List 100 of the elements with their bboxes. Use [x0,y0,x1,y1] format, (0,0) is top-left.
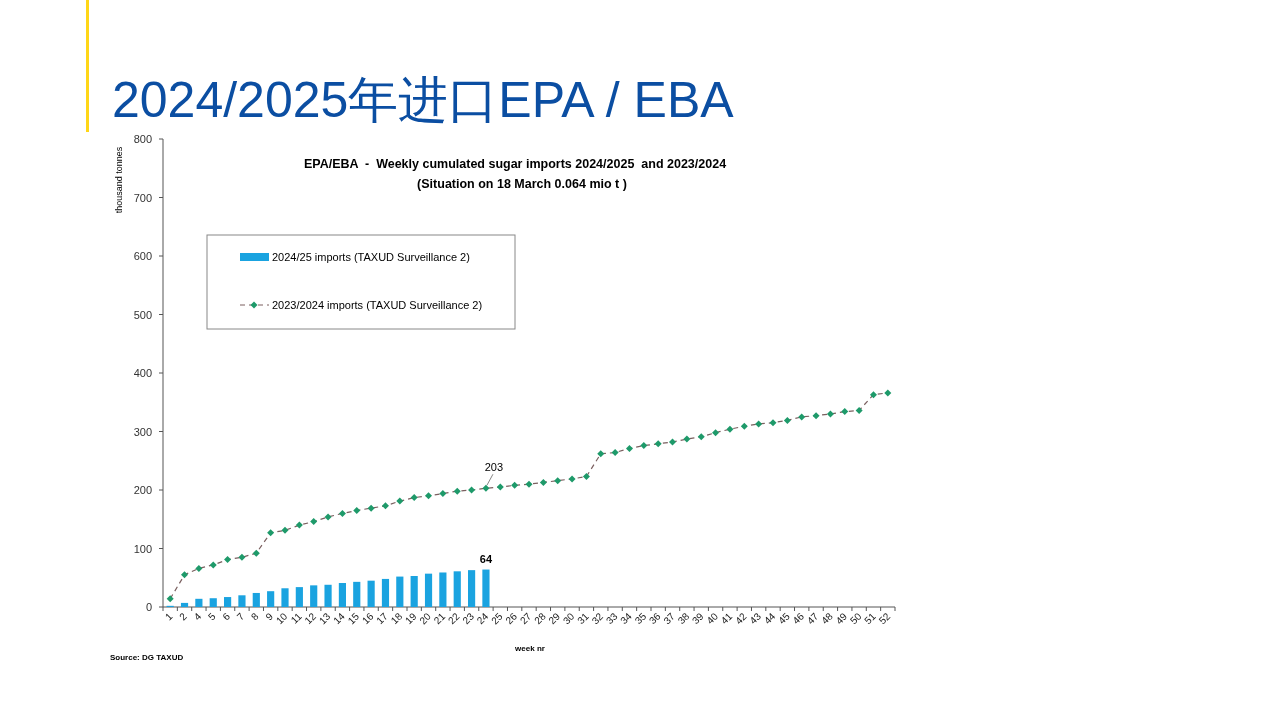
x-tick-label: 16 [359,610,376,627]
chart-title: 2024/2025年进口EPA / EBA [112,72,735,128]
point [267,529,275,537]
point [425,492,433,500]
x-tick-label: 5 [205,610,218,623]
x-tick-label: 47 [804,610,821,627]
y-tick-label: 800 [133,133,152,145]
text: EPA/EBA - Weekly cumulated sugar imports 2024/2025 and 2023/2024 [303,157,727,171]
y-tick-label: 200 [133,484,152,496]
point [582,473,590,481]
point [755,420,763,428]
bar [439,572,447,607]
point [769,419,777,427]
point [209,561,217,569]
point [884,389,892,397]
point [826,410,834,418]
x-tick-label: 14 [331,610,348,627]
y-tick-label: 0 [145,601,152,613]
point [712,429,720,437]
point [640,442,648,450]
x-tick-label: 29 [546,610,563,627]
point [611,449,619,457]
bar [396,576,404,607]
x-tick-label: 17 [374,610,391,627]
point [281,526,289,534]
y-tick-label: 600 [133,250,152,262]
x-tick-label: 41 [718,610,735,627]
point [195,564,203,572]
point [740,422,748,430]
x-tick-label: 43 [747,610,764,627]
x-tick-label: 26 [503,610,520,627]
bar [324,584,332,607]
x-tick-label: 50 [847,610,864,627]
x-tick-label: 19 [402,610,419,627]
point [869,391,877,399]
x-tick-label: 2 [177,610,190,623]
point [468,486,476,494]
point [324,513,332,521]
bar [353,581,361,607]
point [554,477,562,485]
x-tick-label: 45 [776,610,793,627]
x-tick-label: 38 [675,610,692,627]
point [381,502,389,510]
bar [252,592,260,607]
point [238,553,246,561]
point [597,450,605,458]
x-tick-label: 8 [249,610,262,623]
x-tick-label: 18 [388,610,405,627]
point [812,412,820,420]
point [181,571,189,579]
bar [180,602,189,607]
y-axis-title: thousand tonnes [114,146,124,214]
x-tick-label: 10 [273,610,290,627]
bar [410,576,418,607]
point [410,494,418,502]
point [525,480,533,488]
legend-label: 2023/2024 imports (TAXUD Surveillance 2) [272,299,483,311]
point [654,440,662,448]
x-tick-label: 9 [263,610,276,623]
x-tick-label: 33 [603,610,620,627]
point [855,406,863,414]
x-tick-label: 30 [560,610,577,627]
x-tick-label: 51 [862,610,879,627]
point [353,506,361,514]
point [697,433,705,441]
x-tick-label: 46 [790,610,807,627]
x-tick-label: 37 [661,610,678,627]
bar [224,597,232,607]
point [539,478,547,486]
bar [195,598,203,607]
point [683,435,691,443]
point [798,413,806,421]
x-tick-label: 39 [690,610,706,627]
point [295,521,303,529]
point [496,483,504,491]
x-tick-label: 7 [234,610,247,623]
bar [424,573,433,607]
x-tick-label: 25 [489,610,506,627]
y-tick-label: 300 [133,425,152,438]
x-tick-label: 23 [460,610,477,627]
bar [267,591,275,607]
point [310,518,318,526]
bar [238,595,246,607]
bar [310,585,318,607]
x-axis-title: week nr [514,644,545,653]
x-tick-label: 49 [833,610,850,627]
x-tick-label: 40 [704,610,721,627]
point [841,408,849,416]
x-tick-label: 52 [876,610,893,627]
x-tick-label: 13 [316,610,333,627]
point [783,416,791,424]
bar [482,569,490,607]
y-tick-label: 700 [133,191,152,204]
point [367,504,375,512]
point [252,549,260,557]
x-tick-label: 11 [288,610,305,626]
x-tick-label: 22 [446,610,462,627]
bar [453,571,461,607]
x-tick-label: 12 [302,610,319,627]
x-tick-label: 15 [345,610,362,627]
